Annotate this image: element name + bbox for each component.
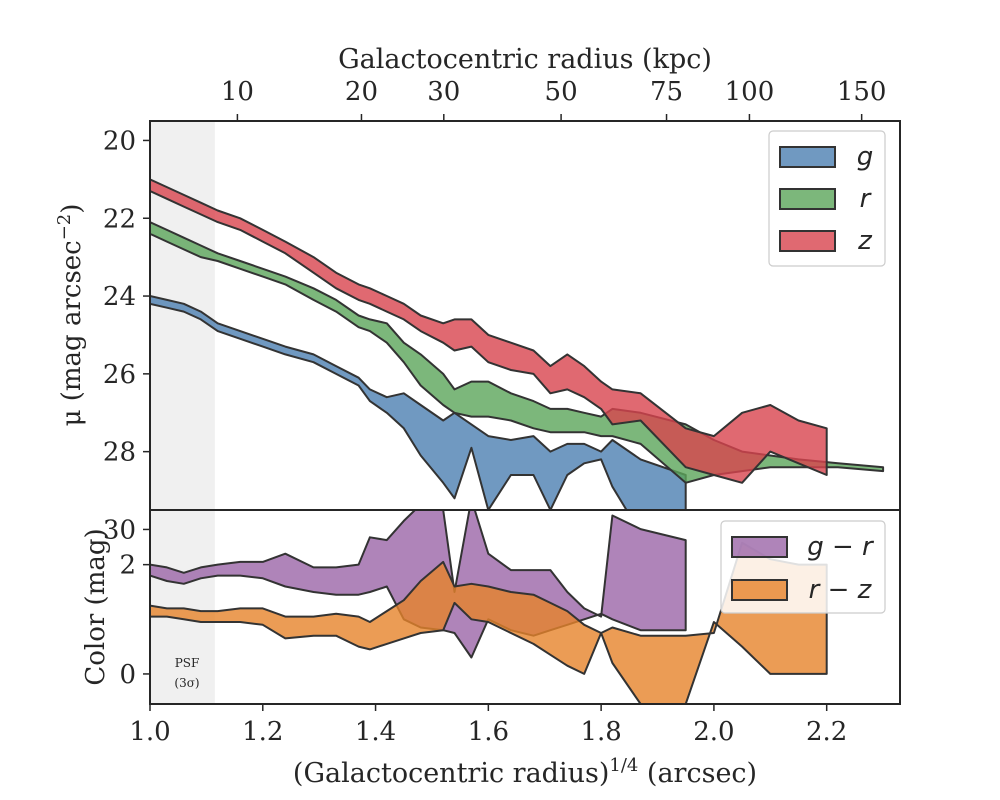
x-label-tail: (arcsec)	[638, 758, 757, 789]
legend-swatch-r-z	[731, 579, 788, 601]
kpc-tick-label-100: 100	[725, 77, 775, 107]
top-panel: 20 22 24 26 28 30 10 20 30 50 75 100 150 Galactocen…	[54, 44, 901, 545]
band-r-z	[150, 541, 828, 704]
x-tick-label-1.4: 1.4	[355, 717, 396, 747]
color-y-tick-label-2: 2	[119, 551, 136, 581]
y-tick-label-24: 24	[103, 282, 136, 312]
x-tick-label-1.6: 1.6	[468, 717, 509, 747]
legend-label-r-z: r − z	[809, 575, 873, 605]
top-x-axis-kpc: 10 20 30 50 75 100 150	[221, 77, 887, 121]
x-tick-label-1.8: 1.8	[580, 717, 621, 747]
legend-swatch-g-r	[731, 536, 788, 558]
top-series-group	[150, 121, 885, 510]
kpc-tick-label-30: 30	[427, 77, 460, 107]
y-label-main: μ (mag arcsec	[57, 240, 87, 426]
legend-label-g-r: g − r	[807, 532, 875, 562]
bottom-x-axis: 1.0 1.2 1.4 1.6 1.8 2.0 2.2	[129, 704, 847, 747]
top-legend: grz	[768, 130, 886, 267]
top-y-axis-label: μ (mag arcsec−2)	[54, 204, 87, 427]
y-tick-label-20: 20	[103, 126, 136, 156]
psf-label: PSF	[175, 656, 200, 670]
x-label-main: (Galactocentric radius)	[293, 758, 609, 789]
psf-label-sigma: (3σ)	[174, 676, 199, 690]
color-y-tick-label-0: 0	[119, 660, 136, 690]
kpc-tick-label-75: 75	[650, 77, 683, 107]
bottom-series-group	[150, 510, 828, 704]
x-label-sup: 1/4	[609, 755, 638, 776]
legend-swatch-r	[779, 188, 836, 210]
bottom-x-axis-label: (Galactocentric radius)1/4 (arcsec)	[293, 755, 757, 789]
y-tick-label-28: 28	[103, 438, 136, 468]
kpc-tick-label-20: 20	[345, 77, 378, 107]
kpc-tick-label-10: 10	[221, 77, 254, 107]
legend-label-z: z	[857, 226, 873, 256]
bottom-panel-frame	[149, 509, 901, 705]
band-r	[150, 221, 885, 484]
bottom-legend: g − r r − z	[720, 520, 886, 614]
legend-swatch-g	[779, 146, 836, 168]
bottom-y-axis: 02	[119, 551, 150, 690]
band-z	[150, 178, 828, 484]
y-label-sup: −2	[54, 214, 75, 241]
kpc-tick-label-150: 150	[837, 77, 887, 107]
x-tick-label-2.2: 2.2	[806, 717, 847, 747]
top-axis-title: Galactocentric radius (kpc)	[338, 44, 712, 75]
legend-swatch-z	[779, 230, 836, 252]
bottom-panel: 02 1.0 1.2 1.4 1.6 1.8 2.0 2.2 Color (mag) (Ga…	[81, 509, 901, 789]
x-tick-label-2: 2.0	[693, 717, 734, 747]
bottom-y-axis-label: Color (mag)	[81, 528, 111, 685]
y-tick-label-22: 22	[103, 204, 136, 234]
y-tick-label-26: 26	[103, 360, 136, 390]
band-g	[150, 295, 687, 510]
x-tick-label-1: 1.0	[129, 717, 170, 747]
kpc-tick-label-50: 50	[545, 77, 578, 107]
legend-label-g: g	[857, 142, 874, 172]
top-y-axis: 20 22 24 26 28 30	[103, 126, 150, 545]
legend-label-r: r	[860, 184, 873, 214]
x-tick-label-1.2: 1.2	[242, 717, 283, 747]
y-tick-label-30: 30	[103, 515, 136, 545]
y-label-close: )	[57, 204, 87, 214]
